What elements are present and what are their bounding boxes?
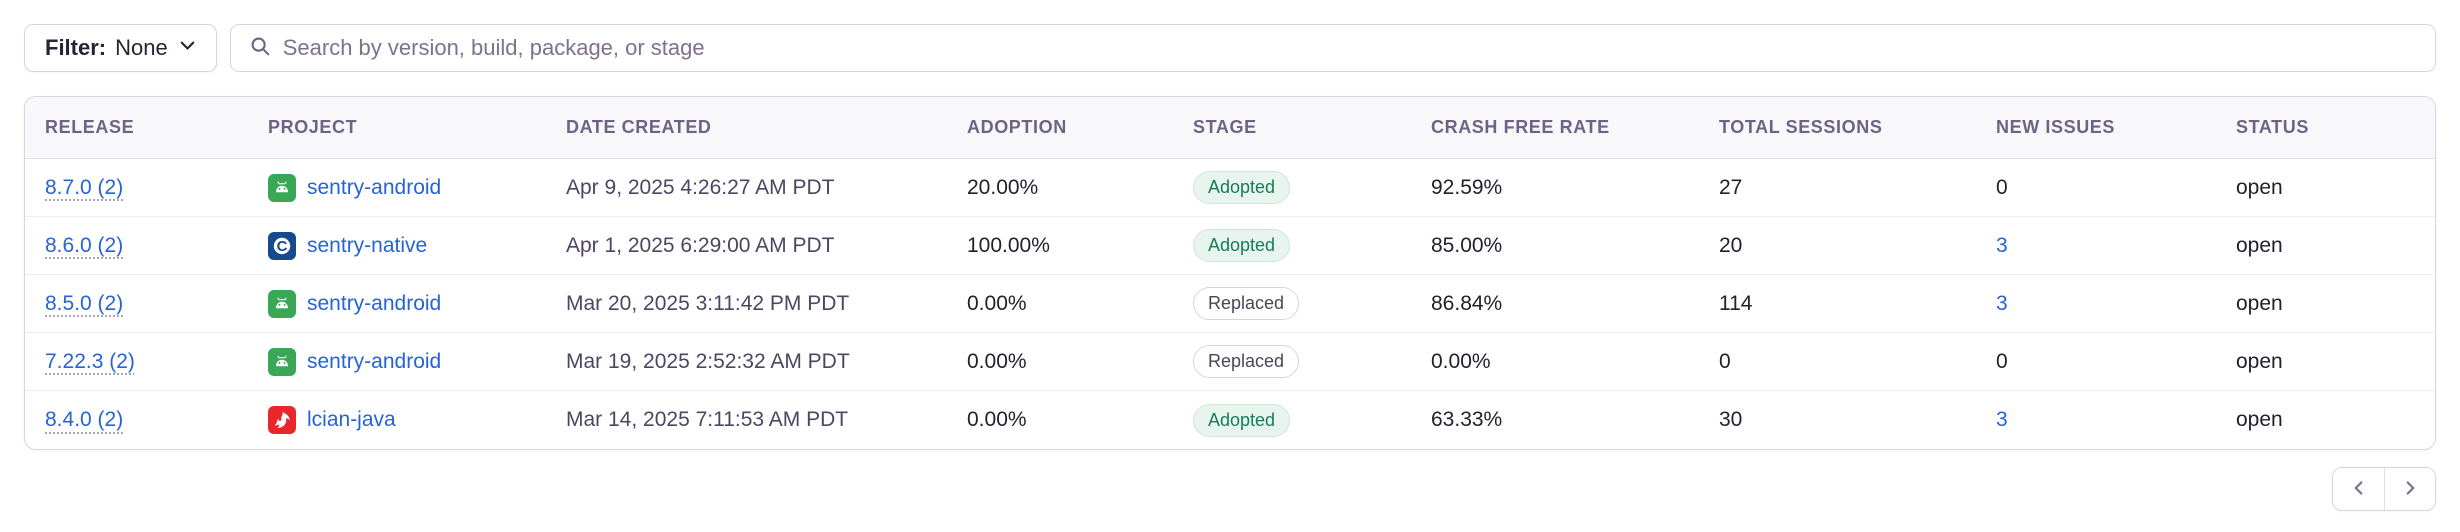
table-header-row: RELEASE PROJECT DATE CREATED ADOPTION ST… <box>25 97 2435 159</box>
release-version-link[interactable]: 8.7.0 (2) <box>45 175 124 199</box>
status-cell: open <box>2236 233 2283 257</box>
date-created-cell: Mar 19, 2025 2:52:32 AM PDT <box>566 349 850 373</box>
crash-free-rate-cell: 86.84% <box>1431 291 1503 315</box>
search-box <box>229 24 2436 72</box>
new-issues-link[interactable]: 3 <box>1996 291 2008 315</box>
filter-dropdown-button[interactable]: Filter: None <box>24 24 217 72</box>
date-created-cell: Apr 9, 2025 4:26:27 AM PDT <box>566 175 835 199</box>
table-body: 8.7.0 (2) sentry-android Apr 9, 2025 4:2… <box>25 159 2435 449</box>
previous-page-button[interactable] <box>2333 468 2384 510</box>
table-row: 8.4.0 (2) lcian-java Mar 14, 2025 7:11:5… <box>25 391 2435 449</box>
column-header-stage: STAGE <box>1193 117 1257 137</box>
search-input[interactable] <box>282 35 2417 61</box>
crash-free-rate-cell: 0.00% <box>1431 349 1491 373</box>
total-sessions-cell: 0 <box>1719 349 1731 373</box>
new-issues-cell: 3 <box>1976 408 2216 432</box>
column-header-crash-free-rate: CRASH FREE RATE <box>1431 117 1610 137</box>
adoption-cell: 0.00% <box>967 408 1027 431</box>
date-created-cell: Apr 1, 2025 6:29:00 AM PDT <box>566 233 835 257</box>
column-header-total-sessions: TOTAL SESSIONS <box>1719 117 1883 137</box>
status-cell: open <box>2236 175 2283 199</box>
android-icon <box>268 289 296 318</box>
release-version-link[interactable]: 8.4.0 (2) <box>45 408 124 431</box>
adoption-cell: 0.00% <box>967 349 1027 373</box>
svg-text:C: C <box>277 238 288 255</box>
release-version-link[interactable]: 7.22.3 (2) <box>45 349 135 373</box>
new-issues-cell: 3 <box>1976 292 2216 316</box>
table-row: 8.7.0 (2) sentry-android Apr 9, 2025 4:2… <box>25 159 2435 217</box>
date-created-cell: Mar 14, 2025 7:11:53 AM PDT <box>566 408 849 431</box>
project-link[interactable]: sentry-android <box>307 291 442 315</box>
total-sessions-cell: 30 <box>1719 408 1743 431</box>
search-icon <box>249 35 271 62</box>
pagination <box>24 467 2436 511</box>
column-header-status: STATUS <box>2236 117 2309 137</box>
android-icon <box>268 173 296 202</box>
table-row: 8.5.0 (2) sentry-android Mar 20, 2025 3:… <box>25 275 2435 333</box>
stage-badge: Adopted <box>1193 403 1291 437</box>
chevron-right-icon <box>2400 478 2420 501</box>
project-link[interactable]: lcian-java <box>307 408 396 431</box>
column-header-project: PROJECT <box>268 117 358 137</box>
project-link[interactable]: sentry-android <box>307 175 442 199</box>
toolbar: Filter: None <box>24 24 2436 72</box>
filter-label: Filter: <box>45 35 107 60</box>
status-cell: open <box>2236 349 2283 373</box>
total-sessions-cell: 27 <box>1719 175 1743 199</box>
stage-badge: Adopted <box>1193 229 1291 262</box>
table-row: 7.22.3 (2) sentry-android Mar 19, 2025 2… <box>25 333 2435 391</box>
total-sessions-cell: 20 <box>1719 233 1743 257</box>
c-icon: C <box>268 231 296 260</box>
column-header-new-issues: NEW ISSUES <box>1996 117 2116 137</box>
column-header-release: RELEASE <box>45 117 135 137</box>
java-icon <box>268 406 296 434</box>
column-header-date-created: DATE CREATED <box>566 117 712 137</box>
adoption-cell: 20.00% <box>967 175 1039 199</box>
new-issues-cell: 0 <box>1996 349 2008 373</box>
crash-free-rate-cell: 85.00% <box>1431 233 1503 257</box>
table-row: 8.6.0 (2) C sentry-native Apr 1, 2025 6:… <box>25 217 2435 275</box>
crash-free-rate-cell: 92.59% <box>1431 175 1503 199</box>
adoption-cell: 100.00% <box>967 233 1050 257</box>
release-version-link[interactable]: 8.5.0 (2) <box>45 291 124 315</box>
chevron-down-icon <box>177 35 198 62</box>
new-issues-cell: 3 <box>1976 234 2216 258</box>
project-link[interactable]: sentry-android <box>307 349 442 373</box>
column-header-adoption: ADOPTION <box>967 117 1067 137</box>
new-issues-cell: 0 <box>1996 175 2008 199</box>
date-created-cell: Mar 20, 2025 3:11:42 PM PDT <box>566 291 850 315</box>
android-icon <box>268 347 296 376</box>
crash-free-rate-cell: 63.33% <box>1431 408 1503 431</box>
stage-badge: Adopted <box>1193 171 1291 204</box>
stage-badge: Replaced <box>1193 287 1300 320</box>
project-link[interactable]: sentry-native <box>307 233 428 257</box>
pagination-button-group <box>2332 467 2436 511</box>
adoption-cell: 0.00% <box>967 291 1027 315</box>
new-issues-link[interactable]: 3 <box>1996 233 2008 257</box>
filter-value: None <box>115 35 168 60</box>
chevron-left-icon <box>2349 478 2369 501</box>
stage-badge: Replaced <box>1193 345 1300 378</box>
total-sessions-cell: 114 <box>1719 291 1753 315</box>
status-cell: open <box>2236 291 2283 315</box>
status-cell: open <box>2236 408 2283 431</box>
release-version-link[interactable]: 8.6.0 (2) <box>45 233 124 257</box>
next-page-button[interactable] <box>2384 468 2435 510</box>
releases-table: RELEASE PROJECT DATE CREATED ADOPTION ST… <box>24 96 2436 450</box>
new-issues-link[interactable]: 3 <box>1996 408 2008 431</box>
